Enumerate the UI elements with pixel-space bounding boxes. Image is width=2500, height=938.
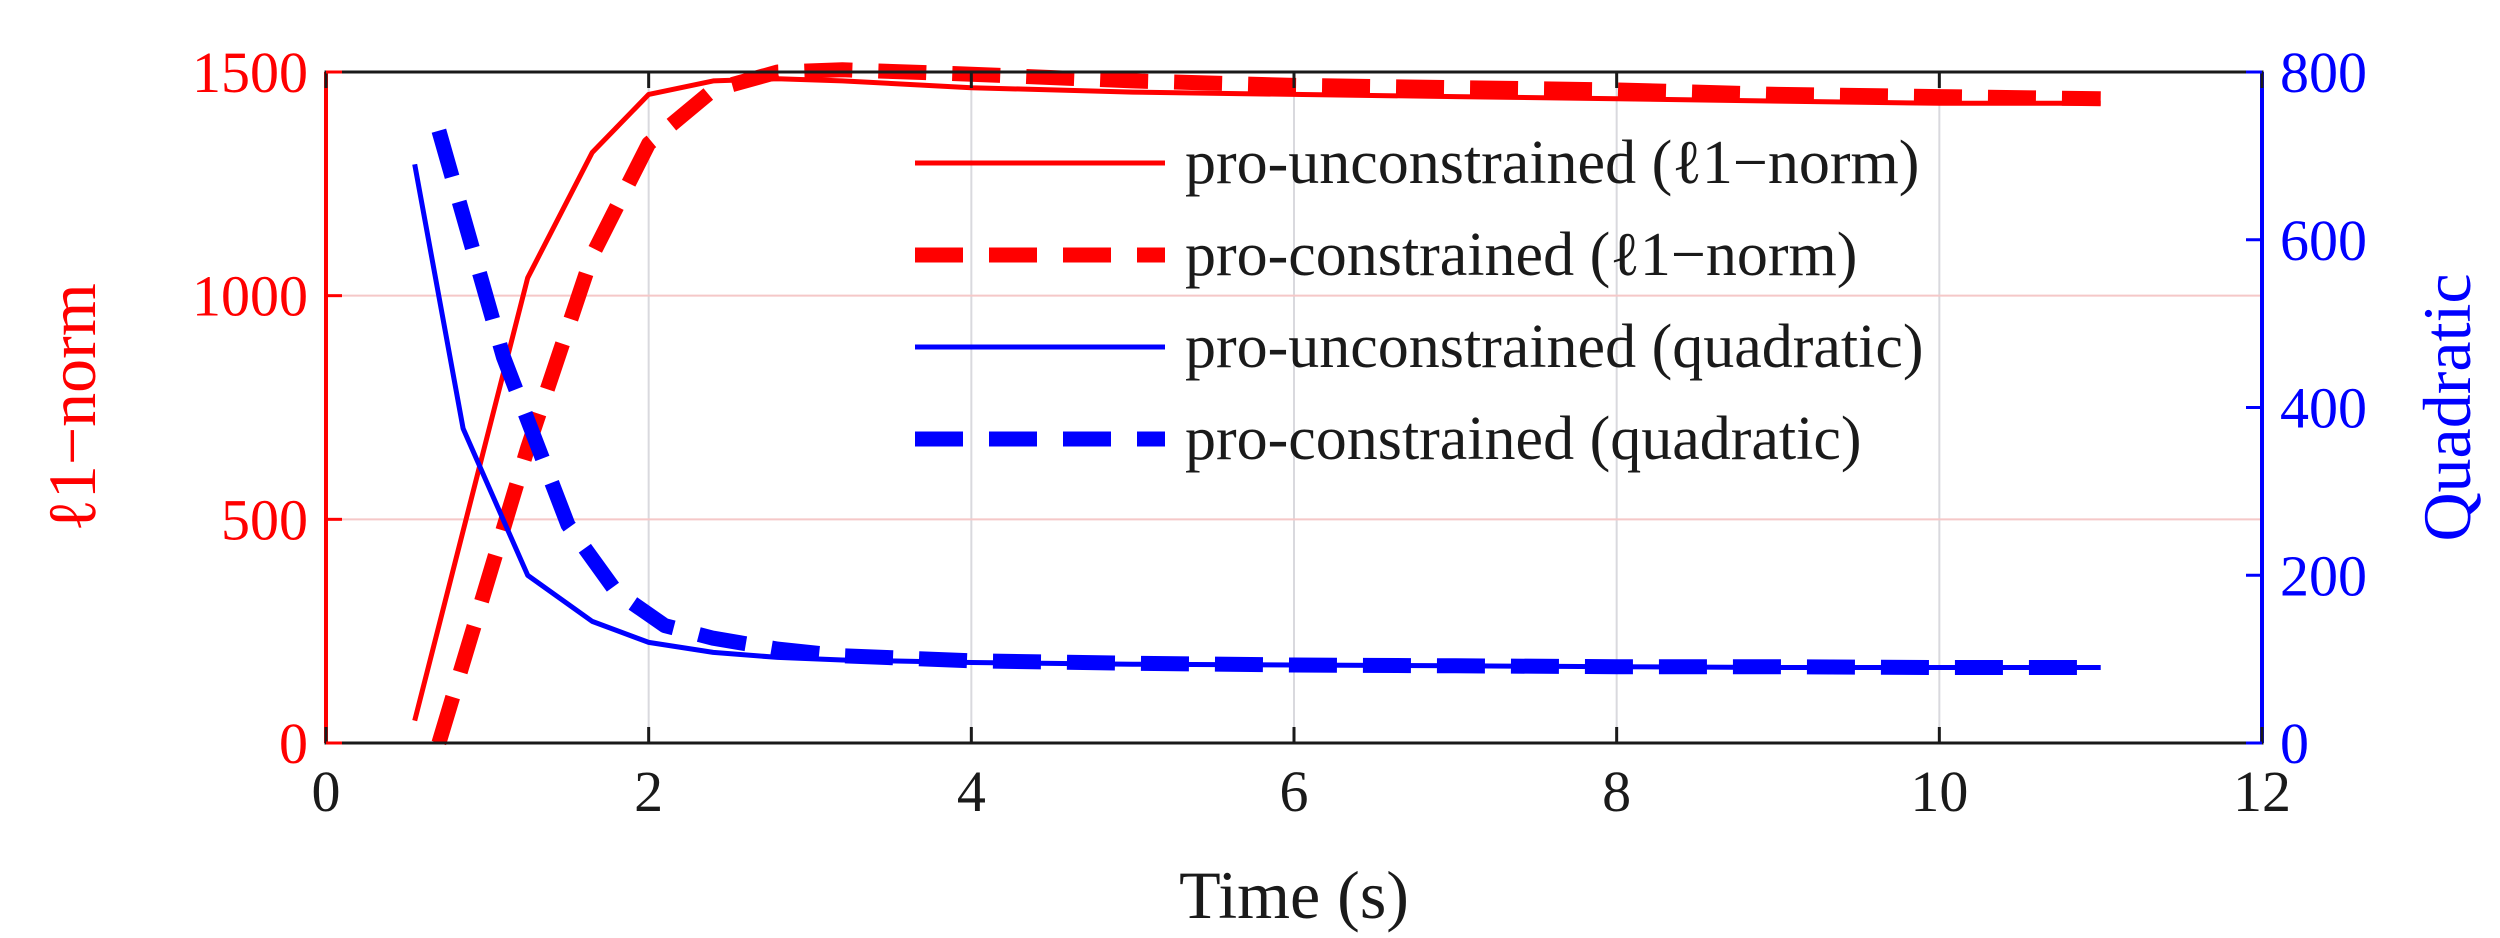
legend-label: pro-constrained (ℓ1−norm): [1185, 221, 1857, 289]
right-y-tick-label: 600: [2280, 208, 2367, 273]
x-tick-label: 0: [312, 759, 341, 824]
x-tick-label: 8: [1602, 759, 1631, 824]
left-y-axis-label: ℓ1−norm: [34, 283, 110, 531]
grid-lines: [326, 72, 2262, 743]
left-y-axis-ticks: 0 500 1000 1500: [192, 40, 342, 776]
right-y-tick-label: 400: [2280, 376, 2367, 441]
x-tick-label: 6: [1280, 759, 1309, 824]
legend-item: pro-constrained (quadratic): [915, 405, 1862, 473]
x-tick-label: 2: [634, 759, 663, 824]
right-y-tick-label: 0: [2280, 711, 2309, 776]
legend-label: pro-constrained (quadratic): [1185, 405, 1862, 473]
left-y-tick-label: 1000: [192, 264, 308, 329]
series-line-4: [431, 128, 2101, 675]
right-y-tick-label: 200: [2280, 543, 2367, 608]
x-axis-label: Time (s): [1179, 857, 1409, 933]
left-y-tick-label: 0: [279, 711, 308, 776]
legend-item: pro-unconstrained (ℓ1−norm): [915, 129, 1919, 197]
x-tick-label: 4: [957, 759, 986, 824]
legend-item: pro-unconstrained (quadratic): [915, 313, 1924, 381]
x-axis-ticks: 0 2 4 6 8 10 12: [312, 72, 2291, 824]
right-y-axis-label: Quadratic: [2409, 273, 2485, 541]
right-y-axis-ticks: 0 200 400 600 800: [2246, 40, 2367, 776]
left-y-tick-label: 1500: [192, 40, 308, 105]
legend-label: pro-unconstrained (quadratic): [1185, 313, 1924, 381]
x-tick-label: 10: [1910, 759, 1968, 824]
legend-item: pro-constrained (ℓ1−norm): [915, 221, 1857, 289]
legend: pro-unconstrained (ℓ1−norm) pro-constrai…: [915, 129, 1924, 473]
left-y-tick-label: 500: [221, 487, 308, 552]
legend-label: pro-unconstrained (ℓ1−norm): [1185, 129, 1919, 197]
x-tick-label: 12: [2233, 759, 2291, 824]
right-y-tick-label: 800: [2280, 40, 2367, 105]
